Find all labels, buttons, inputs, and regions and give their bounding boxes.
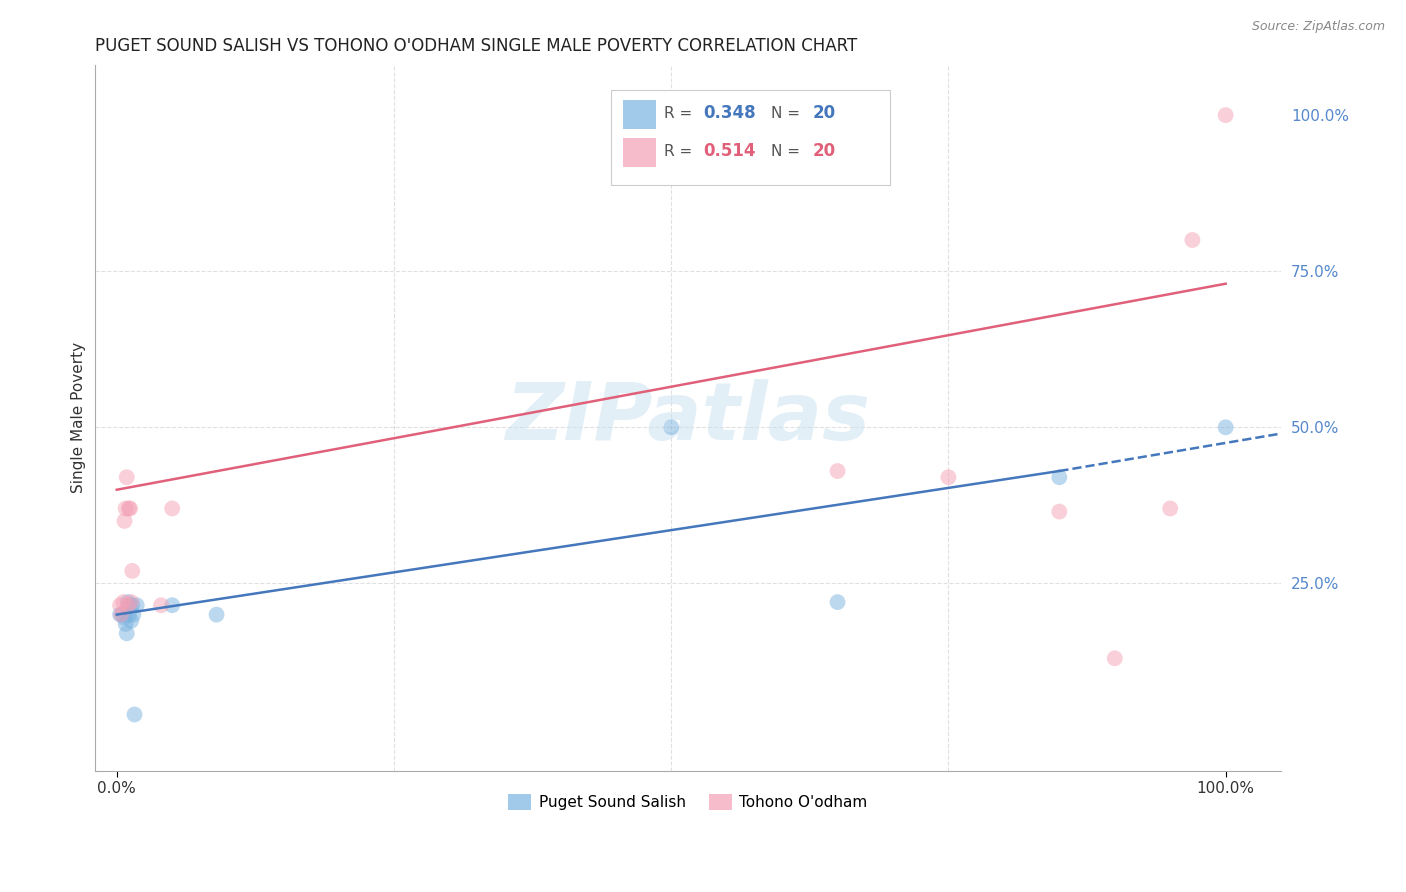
Point [1181,233,1204,247]
Point [114,617,136,632]
Point [160,501,183,516]
Point [1104,651,1126,665]
Point [205,607,228,622]
Text: R =: R = [664,144,692,159]
Text: N =: N = [770,144,800,159]
Text: PUGET SOUND SALISH VS TOHONO O'ODHAM SINGLE MALE POVERTY CORRELATION CHART: PUGET SOUND SALISH VS TOHONO O'ODHAM SIN… [94,37,856,55]
Point [1215,420,1237,434]
Point [150,599,173,613]
Point [118,607,141,622]
Point [121,564,143,578]
Point [115,626,138,640]
Point [827,595,849,609]
Text: 20: 20 [813,142,835,161]
Point [121,599,143,613]
Point [120,614,142,628]
Point [1159,501,1181,516]
Point [124,707,146,722]
Point [115,470,138,484]
FancyBboxPatch shape [623,138,655,168]
Text: 20: 20 [813,104,835,122]
Point [108,607,131,622]
Point [120,599,142,613]
Legend: Puget Sound Salish, Tohono O'odham: Puget Sound Salish, Tohono O'odham [502,788,873,816]
Point [938,470,960,484]
Point [120,501,142,516]
Text: 0.348: 0.348 [703,104,756,122]
Point [118,501,141,516]
Text: 0.514: 0.514 [703,142,756,161]
Point [117,599,139,613]
Point [1047,470,1070,484]
Text: R =: R = [664,105,692,120]
FancyBboxPatch shape [610,90,890,186]
Point [160,599,183,613]
Point [112,595,135,609]
Point [114,514,136,528]
Text: ZIPatlas: ZIPatlas [505,379,870,457]
Text: N =: N = [770,105,800,120]
FancyBboxPatch shape [623,100,655,129]
Point [122,607,145,622]
Point [659,420,682,434]
Point [117,595,139,609]
Point [827,464,849,478]
Point [125,599,148,613]
Point [114,611,136,625]
Point [120,595,142,609]
Point [108,599,131,613]
Y-axis label: Single Male Poverty: Single Male Poverty [72,343,86,493]
Point [110,607,132,622]
Point [1047,505,1070,519]
Point [1215,108,1237,122]
Point [111,607,134,622]
Text: Source: ZipAtlas.com: Source: ZipAtlas.com [1251,20,1385,33]
Point [114,501,136,516]
